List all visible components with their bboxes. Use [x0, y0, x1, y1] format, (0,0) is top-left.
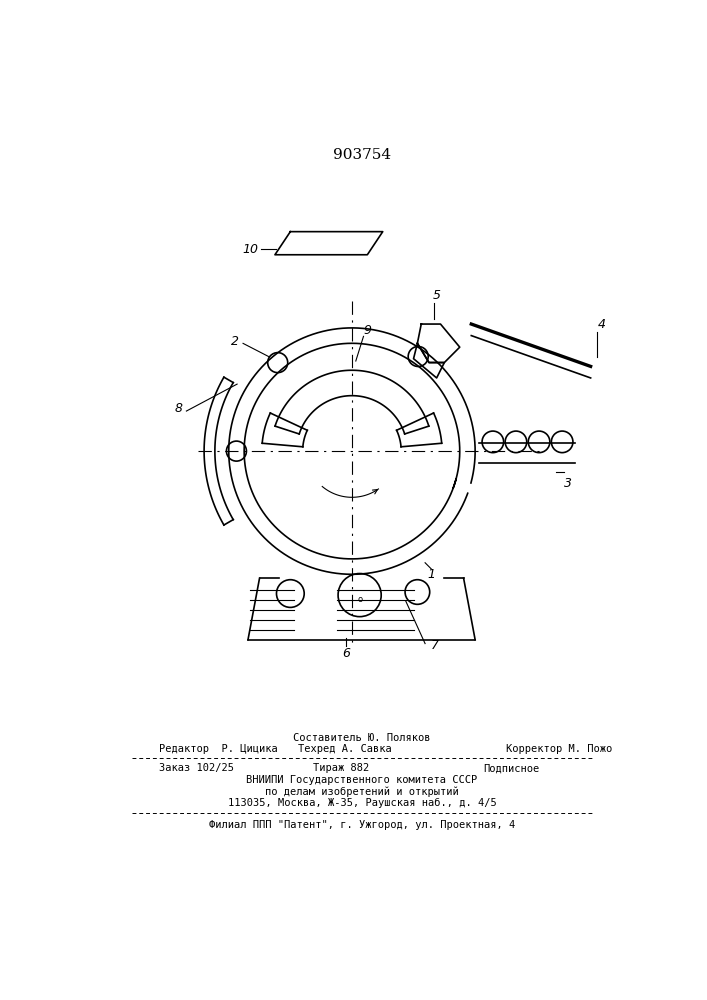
Text: Заказ 102/25: Заказ 102/25	[160, 763, 235, 773]
Text: 8: 8	[175, 402, 182, 415]
Text: Подписное: Подписное	[483, 763, 539, 773]
Text: Тираж 882: Тираж 882	[313, 763, 370, 773]
Text: Составитель Ю. Поляков: Составитель Ю. Поляков	[293, 733, 431, 743]
Text: 3: 3	[563, 477, 571, 490]
Text: 10: 10	[242, 243, 258, 256]
Text: ВНИИПИ Государственного комитета СССР: ВНИИПИ Государственного комитета СССР	[246, 775, 477, 785]
Text: 7: 7	[431, 639, 439, 652]
Text: o: o	[357, 595, 362, 604]
Text: 4: 4	[598, 318, 606, 331]
Text: 6: 6	[341, 647, 350, 660]
Text: 1: 1	[427, 568, 436, 581]
Text: 5: 5	[433, 289, 440, 302]
Text: 2: 2	[231, 335, 240, 348]
Text: по делам изобретений и открытий: по делам изобретений и открытий	[265, 786, 459, 797]
Text: Редактор  Р. Цицика: Редактор Р. Цицика	[160, 744, 278, 754]
Text: Филиал ППП "Патент", г. Ужгород, ул. Проектная, 4: Филиал ППП "Патент", г. Ужгород, ул. Про…	[209, 820, 515, 830]
Text: Техред А. Савка: Техред А. Савка	[298, 744, 392, 754]
Text: Корректор М. Пожо: Корректор М. Пожо	[506, 744, 612, 754]
Text: 903754: 903754	[333, 148, 391, 162]
Text: 113035, Москва, Ж-35, Раушская наб., д. 4/5: 113035, Москва, Ж-35, Раушская наб., д. …	[228, 798, 496, 808]
Text: 9: 9	[363, 324, 371, 337]
